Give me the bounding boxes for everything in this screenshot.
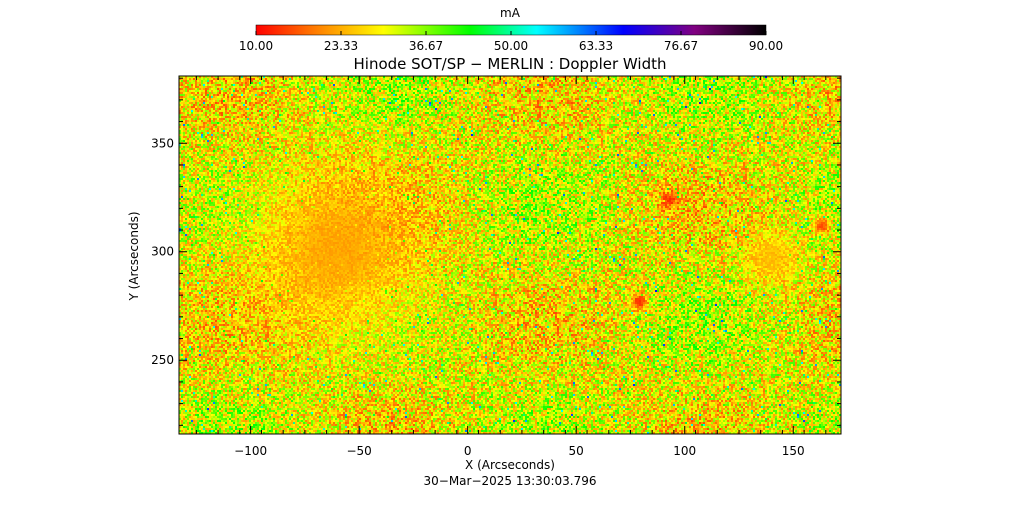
y-tick-label: 250 [151, 353, 174, 367]
colorbar-tick-label: 90.00 [749, 39, 783, 53]
x-tick-label: −50 [346, 444, 371, 458]
colorbar-tick-label: 10.00 [239, 39, 273, 53]
x-tick-label: 50 [569, 444, 584, 458]
x-tick-label: 150 [782, 444, 805, 458]
y-tick-label: 300 [151, 245, 174, 259]
chart-title: Hinode SOT/SP − MERLIN : Doppler Width [354, 55, 667, 73]
x-axis-label: X (Arcseconds) [465, 458, 555, 472]
colorbar-tick-label: 36.67 [409, 39, 443, 53]
y-tick-label: 350 [151, 136, 174, 150]
colorbar-tick-label: 23.33 [324, 39, 358, 53]
colorbar-unit: mA [500, 6, 521, 20]
colorbar-tick-label: 63.33 [579, 39, 613, 53]
colorbar-tick-label: 76.67 [664, 39, 698, 53]
y-axis-label: Y (Arcseconds) [127, 211, 141, 301]
x-tick-label: −100 [234, 444, 267, 458]
colorbar-ticks: 10.00 23.33 36.67 50.00 63.33 76.67 90.00 [239, 31, 783, 53]
plot-frame [178, 75, 842, 435]
colorbar-tick-label: 50.00 [494, 39, 528, 53]
x-tick-label: 0 [464, 444, 472, 458]
x-axis: −100 −50 0 50 100 150 [195, 76, 827, 458]
heatmap-image [179, 76, 841, 434]
heatmap-plot-area [179, 76, 841, 434]
timestamp: 30−Mar−2025 13:30:03.796 [424, 474, 597, 488]
x-tick-label: 100 [673, 444, 696, 458]
y-axis: 250 300 350 [151, 77, 841, 426]
